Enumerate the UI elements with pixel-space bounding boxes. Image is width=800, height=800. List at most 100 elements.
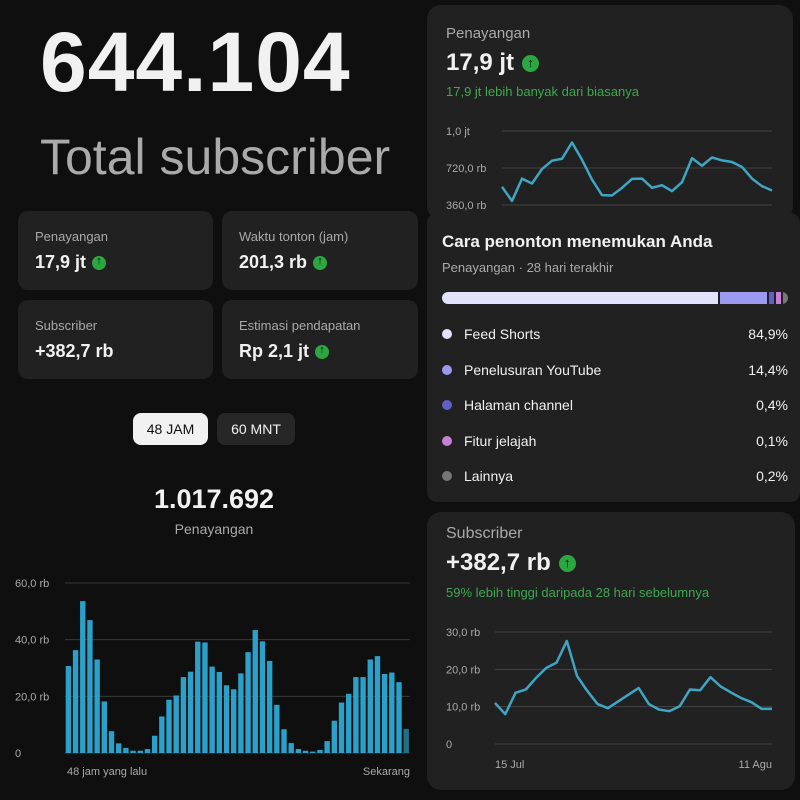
toggle-48-hours[interactable]: 48 JAM bbox=[133, 413, 208, 445]
series-line bbox=[500, 141, 773, 203]
traffic-bar-segment bbox=[720, 292, 768, 304]
trend-up-icon bbox=[522, 54, 540, 72]
card-subscribers[interactable]: Subscriber +382,7 rb bbox=[18, 300, 213, 379]
bar bbox=[403, 728, 409, 753]
bar bbox=[324, 741, 330, 753]
traffic-bar-segment bbox=[783, 292, 788, 304]
trend-up-icon bbox=[315, 344, 330, 359]
bar bbox=[317, 749, 323, 753]
card-value: 17,9 jt bbox=[35, 252, 87, 272]
card-label: Waktu tonton (jam) bbox=[239, 229, 349, 244]
source-percent: 0,1% bbox=[756, 432, 788, 449]
traffic-source-row[interactable]: Penelusuran YouTube 14,4% bbox=[442, 360, 788, 380]
bar bbox=[367, 659, 373, 753]
subscriber-panel-value: +382,7 rb bbox=[446, 549, 576, 577]
y-tick-label: 1,0 jt bbox=[446, 126, 470, 138]
views-value-text: 17,9 jt bbox=[446, 49, 515, 76]
traffic-source-row[interactable]: Fitur jelajah 0,1% bbox=[442, 431, 788, 451]
y-tick-label: 20,0 rb bbox=[15, 691, 49, 703]
bar bbox=[346, 693, 352, 753]
card-value: +382,7 rb bbox=[35, 341, 114, 361]
bar bbox=[180, 677, 187, 753]
source-name: Fitur jelajah bbox=[464, 432, 537, 449]
card-label: Subscriber bbox=[35, 318, 98, 333]
views-panel-value: 17,9 jt bbox=[446, 49, 540, 77]
bar bbox=[281, 729, 287, 753]
bar bbox=[288, 743, 294, 753]
traffic-source-row[interactable]: Halaman channel 0,4% bbox=[442, 395, 788, 415]
card-value: Rp 2,1 jt bbox=[239, 341, 310, 361]
source-percent: 0,4% bbox=[756, 397, 788, 413]
bar bbox=[216, 671, 223, 753]
realtime-bar-chart: 0 20,0 rb 40,0 rb 60,0 rb 48 jam yang lalu Se… bbox=[15, 578, 410, 778]
bar bbox=[331, 720, 338, 753]
toggle-60-minutes[interactable]: 60 MNT bbox=[217, 413, 295, 445]
bar bbox=[101, 701, 108, 753]
source-name: Halaman channel bbox=[464, 397, 573, 413]
traffic-stacked-bar bbox=[442, 292, 788, 304]
bar bbox=[123, 747, 129, 753]
bar bbox=[353, 677, 359, 753]
card-value: 201,3 rb bbox=[239, 252, 308, 272]
card-label: Penayangan bbox=[35, 229, 109, 244]
source-name: Lainnya bbox=[464, 468, 514, 484]
series-line bbox=[494, 639, 772, 716]
traffic-title: Cara penonton menemukan Anda bbox=[442, 232, 713, 251]
traffic-source-row[interactable]: Lainnya 0,2% bbox=[442, 466, 788, 486]
subscriber-value-text: +382,7 rb bbox=[446, 549, 551, 576]
total-subscriber-label: Total subscriber bbox=[40, 129, 391, 185]
bar bbox=[195, 641, 201, 753]
y-tick-label: 60,0 rb bbox=[15, 578, 49, 590]
bar bbox=[360, 677, 366, 753]
traffic-bar-segment bbox=[769, 292, 775, 304]
traffic-panel bbox=[427, 213, 800, 502]
bar bbox=[137, 750, 143, 753]
y-tick-label: 30,0 rb bbox=[446, 627, 480, 639]
realtime-total: 1.017.692 bbox=[153, 484, 275, 514]
legend-dot-icon bbox=[442, 471, 452, 481]
source-percent: 84,9% bbox=[748, 326, 788, 342]
views-panel bbox=[427, 5, 793, 220]
bar bbox=[144, 749, 151, 753]
y-tick-label: 0 bbox=[15, 748, 21, 760]
bar bbox=[374, 656, 381, 753]
bar bbox=[80, 601, 86, 753]
bar bbox=[87, 620, 93, 753]
card-revenue[interactable]: Estimasi pendapatan Rp 2,1 jt bbox=[222, 300, 418, 379]
traffic-source-row[interactable]: Feed Shorts 84,9% bbox=[442, 324, 788, 344]
bar bbox=[302, 750, 309, 753]
bar bbox=[259, 641, 266, 753]
bar bbox=[266, 660, 273, 753]
bar bbox=[151, 735, 158, 753]
x-label-end: Sekarang bbox=[363, 766, 410, 778]
card-watch-time[interactable]: Waktu tonton (jam) 201,3 rb bbox=[222, 211, 418, 290]
views-line-chart: 360,0 rb 720,0 rb 1,0 jt bbox=[446, 126, 773, 212]
views-panel-title: Penayangan bbox=[446, 25, 531, 42]
y-tick-label: 720,0 rb bbox=[446, 163, 486, 175]
card-label: Estimasi pendapatan bbox=[239, 318, 361, 333]
source-percent: 0,2% bbox=[756, 468, 788, 484]
bar bbox=[381, 673, 388, 753]
x-label-start: 48 jam yang lalu bbox=[67, 766, 147, 778]
bar bbox=[94, 659, 100, 753]
bar bbox=[231, 689, 237, 753]
source-name: Feed Shorts bbox=[464, 326, 541, 342]
y-tick-label: 10,0 rb bbox=[446, 702, 480, 714]
trend-up-icon bbox=[92, 255, 107, 270]
card-views[interactable]: Penayangan 17,9 jt bbox=[18, 211, 213, 290]
subscriber-panel-title: Subscriber bbox=[446, 525, 523, 542]
bar bbox=[130, 750, 136, 753]
traffic-bar-segment bbox=[442, 292, 719, 304]
bar bbox=[166, 699, 172, 753]
y-tick-label: 0 bbox=[446, 739, 452, 751]
traffic-bar-segment bbox=[776, 292, 782, 304]
bar bbox=[223, 685, 230, 753]
bar bbox=[209, 666, 215, 753]
x-label-end: 11 Agu bbox=[739, 759, 772, 771]
bar bbox=[116, 743, 122, 753]
subscriber-panel-note: 59% lebih tinggi daripada 28 hari sebelu… bbox=[446, 585, 710, 600]
bar bbox=[274, 704, 280, 753]
bar bbox=[389, 672, 395, 753]
bar bbox=[245, 652, 251, 753]
traffic-subtitle: Penayangan · 28 hari terakhir bbox=[442, 260, 614, 275]
